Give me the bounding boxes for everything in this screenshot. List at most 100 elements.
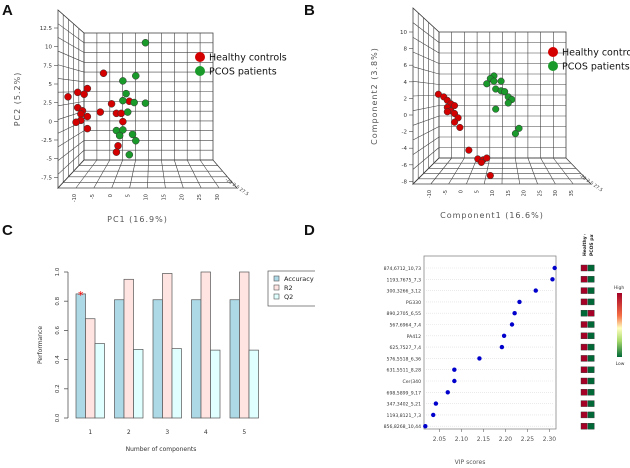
x-tick-label: 2.05 — [433, 436, 447, 443]
heatmap-cell — [587, 287, 595, 294]
best-star-annotation: * — [78, 289, 84, 302]
y-tick-label: 6 — [404, 63, 408, 69]
pcos-point — [490, 77, 498, 85]
bar-r2 — [200, 271, 211, 419]
vip-point — [509, 322, 515, 327]
grid-line — [412, 126, 440, 141]
pcos-point — [132, 72, 140, 80]
x-tick-label: 0 — [459, 190, 465, 193]
feature-label: Cer(340 — [403, 379, 422, 385]
healthy-point — [64, 93, 72, 101]
feature-label: 347,3402_5,21 — [387, 402, 422, 408]
healthy-point — [99, 69, 108, 78]
pcos-point — [119, 126, 127, 134]
x-tick-label: 0 — [108, 194, 114, 197]
pcos-point — [515, 124, 523, 132]
grid-line — [57, 78, 85, 83]
heatmap-cell — [580, 400, 588, 407]
y-tick-label: -2 — [402, 130, 407, 136]
y-tick-label: -5 — [47, 157, 53, 163]
grid-line — [57, 64, 85, 73]
floor — [57, 159, 238, 189]
grid-line — [466, 157, 478, 185]
legend-label-healthy: Healthy controls — [562, 48, 630, 59]
pcos-point — [132, 136, 140, 145]
x-tick-label: 25 — [537, 190, 543, 196]
y-tick-label: 10 — [400, 30, 407, 36]
pcos-point — [125, 150, 134, 159]
heatmap-cell — [580, 287, 588, 294]
grid-line — [93, 159, 111, 189]
y-axis-label: Component2 (3.8%) — [370, 47, 379, 145]
y-tick-label: 7.5 — [43, 63, 52, 69]
heatmap-cell — [587, 411, 595, 419]
feature-label: PA412 — [407, 334, 421, 340]
y-tick-label: 10 — [45, 45, 52, 51]
y-axis-label: Performance — [37, 326, 44, 364]
color-scale-bar — [617, 293, 622, 357]
legend-label: Accuracy — [284, 275, 314, 283]
x-axis-label: PC1 (16.9%) — [107, 215, 168, 224]
x-axis-label: VIP scores — [455, 459, 486, 466]
x-tick-label: 10 — [490, 190, 496, 196]
x-tick-label: 2 — [127, 429, 131, 436]
color-scale-high-label: High — [614, 285, 624, 291]
x-tick-label: 30 — [553, 190, 559, 196]
x-tick-label: 10 — [144, 194, 150, 200]
healthy-point — [117, 109, 125, 118]
healthy-point — [112, 148, 121, 156]
grid-line — [527, 157, 538, 185]
bar-q2 — [210, 349, 221, 419]
healthy-point — [83, 84, 92, 93]
feature-label: 874,6712_10,73 — [384, 266, 421, 272]
feature-label: 567,6964_7,4 — [389, 323, 421, 329]
healthy-point — [107, 100, 116, 108]
legend-marker-healthy — [548, 47, 558, 57]
plot-frame — [423, 255, 557, 430]
plot-area: 874,6712_10,73 1193,7675_7,3 300,3266_3,12… — [384, 234, 625, 466]
grid-line — [186, 159, 202, 189]
healthy-point — [456, 123, 464, 132]
healthy-point — [72, 118, 80, 127]
y-tick-label: 2.5 — [43, 101, 52, 107]
heatmap-cell — [587, 422, 595, 430]
pcos-point — [501, 88, 509, 96]
legend-label: R2 — [284, 284, 293, 292]
feature-label: 1193,8121_7,3 — [387, 413, 422, 419]
grid-line — [412, 81, 440, 85]
grid-line — [57, 23, 85, 44]
y-tick-label: -4 — [402, 146, 408, 152]
pcos-point — [119, 77, 127, 85]
x-tick-label: 2.15 — [477, 436, 491, 443]
heatmap-cell — [580, 411, 588, 419]
x-tick-label: 5 — [126, 194, 132, 197]
z-tick-labels: -20 2.5 27.5 — [578, 173, 604, 194]
grid-line — [412, 115, 440, 126]
grid-line — [412, 94, 440, 97]
heatmap-cell — [587, 389, 595, 396]
bar-r2 — [85, 318, 96, 419]
x-tick-label: 30 — [215, 194, 221, 200]
vip-point — [550, 277, 555, 282]
heatmap-cell — [587, 276, 595, 283]
grid-line — [57, 37, 85, 53]
bar-r2 — [162, 273, 173, 419]
healthy-point — [483, 154, 491, 162]
vip-point — [477, 356, 482, 361]
y-tick-label: 2 — [404, 96, 408, 102]
grid-line — [57, 130, 85, 148]
feature-label: 631,5511_8,28 — [387, 368, 422, 374]
grid-line — [412, 105, 440, 111]
bar-accuracy — [191, 299, 202, 419]
panel-label-c: C — [2, 222, 13, 239]
x-axis-label: Number of components — [126, 446, 197, 453]
pcos-point — [504, 99, 512, 107]
legend-swatch — [273, 284, 280, 291]
grid-line — [514, 157, 521, 185]
x-tick-label: 15 — [506, 190, 512, 196]
bar-accuracy — [229, 299, 240, 419]
x-tick-label: 15 — [161, 194, 167, 200]
grid-line — [111, 159, 123, 189]
healthy-point — [114, 142, 122, 150]
feature-label: 856,8268_10,44 — [384, 424, 421, 430]
